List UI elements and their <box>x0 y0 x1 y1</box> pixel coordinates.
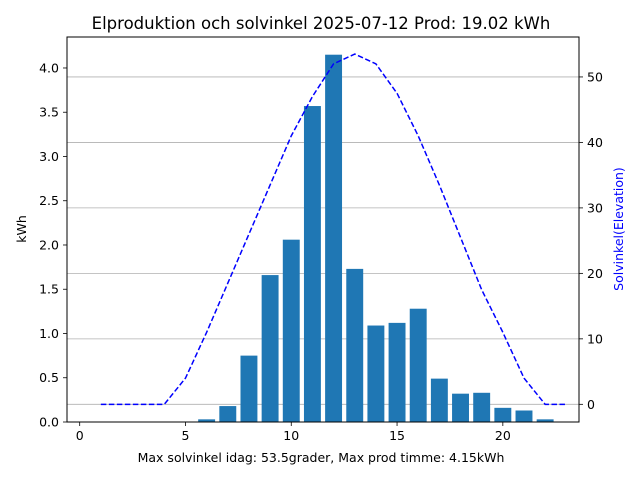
y2-tick-label-3: 30 <box>587 200 603 215</box>
y2-tick-label-0: 0 <box>587 397 595 412</box>
grid-layer <box>67 76 579 405</box>
y-axis-label: kWh <box>14 215 29 243</box>
x-tick-label-5: 5 <box>182 428 190 443</box>
bar-hour-20 <box>494 407 512 422</box>
x-tick-label-10: 10 <box>283 428 299 443</box>
bar-hour-8 <box>240 355 258 422</box>
y-tick-label-7: 3.5 <box>39 105 59 120</box>
x-tick-label-20: 20 <box>495 428 511 443</box>
y-tick-label-4: 2.0 <box>39 237 59 252</box>
bar-hour-6 <box>198 419 216 422</box>
y2-tick-label-1: 10 <box>587 331 603 346</box>
y2-axis-label: Solvinkel(Elevation) <box>611 167 626 291</box>
y-tick-label-5: 2.5 <box>39 193 59 208</box>
y-tick-label-0: 0.0 <box>39 415 59 430</box>
line-layer <box>100 53 567 406</box>
x-axis-label: Max solvinkel idag: 53.5grader, Max prod… <box>138 450 505 465</box>
y-tick-label-1: 0.5 <box>39 370 59 385</box>
bar-hour-12 <box>325 54 343 423</box>
y-tick-label-8: 4.0 <box>39 60 59 75</box>
y2-tick-label-4: 40 <box>587 135 603 150</box>
y-tick-label-2: 1.0 <box>39 326 59 341</box>
bar-hour-18 <box>452 393 469 422</box>
bar-hour-13 <box>346 268 364 422</box>
bar-hour-22 <box>536 419 554 422</box>
plot-frame <box>66 36 580 423</box>
y2-tick-label-5: 50 <box>587 69 603 84</box>
bar-hour-19 <box>473 392 491 422</box>
x-tick-label-0: 0 <box>76 428 84 443</box>
x-axis-ticks: 0 5 10 15 20 <box>76 422 511 443</box>
y-tick-label-6: 3.0 <box>39 149 59 164</box>
y-tick-label-3: 1.5 <box>39 282 59 297</box>
y2-tick-label-2: 20 <box>587 266 603 281</box>
x-tick-label-15: 15 <box>389 428 405 443</box>
bar-hour-10 <box>282 239 300 422</box>
bar-hour-11 <box>303 106 321 422</box>
solar-elevation-line <box>100 53 567 406</box>
bar-hour-21 <box>515 410 533 422</box>
chart-title: Elproduktion och solvinkel 2025-07-12 Pr… <box>92 14 551 33</box>
bar-hour-14 <box>367 325 385 422</box>
bar-hour-16 <box>409 308 427 422</box>
bar-hour-15 <box>388 322 406 422</box>
y-axis-ticks: 0.0 0.5 1.0 1.5 2.0 2.5 3.0 3.5 4.0 <box>39 60 67 430</box>
bar-layer <box>198 54 554 423</box>
y2-axis-ticks: 0 10 20 30 40 50 <box>579 69 603 412</box>
bar-hour-7 <box>219 406 237 422</box>
bar-hour-9 <box>261 275 279 422</box>
bar-hour-17 <box>430 378 448 422</box>
